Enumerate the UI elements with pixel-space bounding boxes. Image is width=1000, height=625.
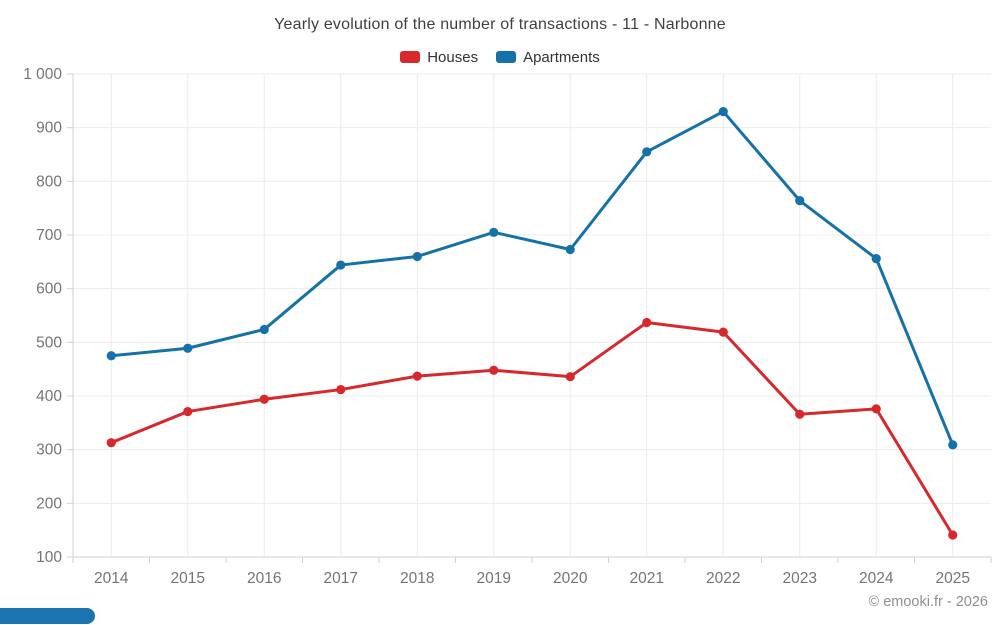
data-point-houses-2025[interactable] bbox=[948, 530, 958, 540]
data-point-houses-2023[interactable] bbox=[795, 409, 805, 419]
y-axis-label: 500 bbox=[36, 334, 62, 351]
y-axis-label: 700 bbox=[36, 227, 62, 244]
data-point-houses-2014[interactable] bbox=[106, 438, 116, 448]
x-axis-label: 2025 bbox=[936, 570, 970, 587]
y-axis-label: 100 bbox=[36, 549, 62, 566]
x-axis-label: 2015 bbox=[171, 570, 205, 587]
x-axis-label: 2024 bbox=[859, 570, 894, 587]
x-axis-label: 2018 bbox=[400, 570, 434, 587]
x-axis-label: 2014 bbox=[94, 570, 129, 587]
data-point-houses-2016[interactable] bbox=[259, 394, 269, 404]
x-axis-label: 2021 bbox=[630, 570, 664, 587]
y-axis-label: 1 000 bbox=[23, 66, 62, 83]
data-point-apartments-2016[interactable] bbox=[259, 324, 269, 335]
legend-item-apartments[interactable]: Apartments bbox=[496, 49, 600, 66]
legend-item-houses[interactable]: Houses bbox=[400, 49, 478, 66]
data-point-houses-2018[interactable] bbox=[412, 371, 422, 381]
chart-title: Yearly evolution of the number of transa… bbox=[274, 16, 726, 33]
y-axis-label: 900 bbox=[36, 120, 62, 137]
data-point-houses-2024[interactable] bbox=[871, 404, 881, 414]
data-point-apartments-2025[interactable] bbox=[948, 440, 958, 450]
y-axis-label: 600 bbox=[36, 281, 62, 298]
x-axis-label: 2017 bbox=[324, 570, 358, 587]
x-axis-label: 2019 bbox=[477, 570, 511, 587]
series-line-apartments bbox=[109, 110, 955, 447]
copyright-credit: © emooki.fr - 2026 bbox=[868, 594, 988, 610]
data-point-houses-2017[interactable] bbox=[336, 384, 346, 395]
data-point-apartments-2018[interactable] bbox=[412, 251, 422, 262]
legend-label: Houses bbox=[427, 48, 479, 66]
x-axis-label: 2016 bbox=[247, 570, 281, 587]
y-axis-label: 800 bbox=[36, 173, 62, 190]
horizontal-scrollbar-thumb[interactable] bbox=[0, 608, 95, 624]
data-point-apartments-2020[interactable] bbox=[565, 244, 575, 255]
chart-legend: Houses Apartments bbox=[0, 46, 1000, 68]
data-point-apartments-2014[interactable] bbox=[106, 351, 116, 361]
y-axis-label: 400 bbox=[36, 388, 62, 405]
data-point-houses-2020[interactable] bbox=[565, 372, 575, 382]
data-point-houses-2019[interactable] bbox=[489, 365, 499, 375]
x-axis-label: 2022 bbox=[706, 570, 740, 587]
legend-swatch-houses bbox=[400, 51, 421, 63]
legend-label: Apartments bbox=[523, 48, 600, 66]
y-axis-label: 200 bbox=[36, 495, 62, 512]
data-point-houses-2015[interactable] bbox=[183, 406, 193, 417]
data-point-apartments-2022[interactable] bbox=[718, 106, 728, 117]
data-point-houses-2021[interactable] bbox=[642, 317, 652, 328]
data-point-apartments-2024[interactable] bbox=[871, 254, 881, 264]
series-line-houses bbox=[109, 320, 955, 537]
data-point-apartments-2021[interactable] bbox=[642, 147, 652, 157]
data-point-apartments-2015[interactable] bbox=[183, 343, 193, 353]
legend-swatch-apartments bbox=[496, 51, 517, 63]
x-axis-label: 2020 bbox=[553, 570, 588, 587]
x-axis-label: 2023 bbox=[783, 570, 817, 587]
data-point-houses-2022[interactable] bbox=[718, 327, 728, 337]
y-axis-label: 300 bbox=[36, 442, 62, 459]
data-point-apartments-2023[interactable] bbox=[795, 196, 805, 206]
data-point-apartments-2017[interactable] bbox=[336, 260, 346, 270]
data-point-apartments-2019[interactable] bbox=[489, 227, 499, 237]
